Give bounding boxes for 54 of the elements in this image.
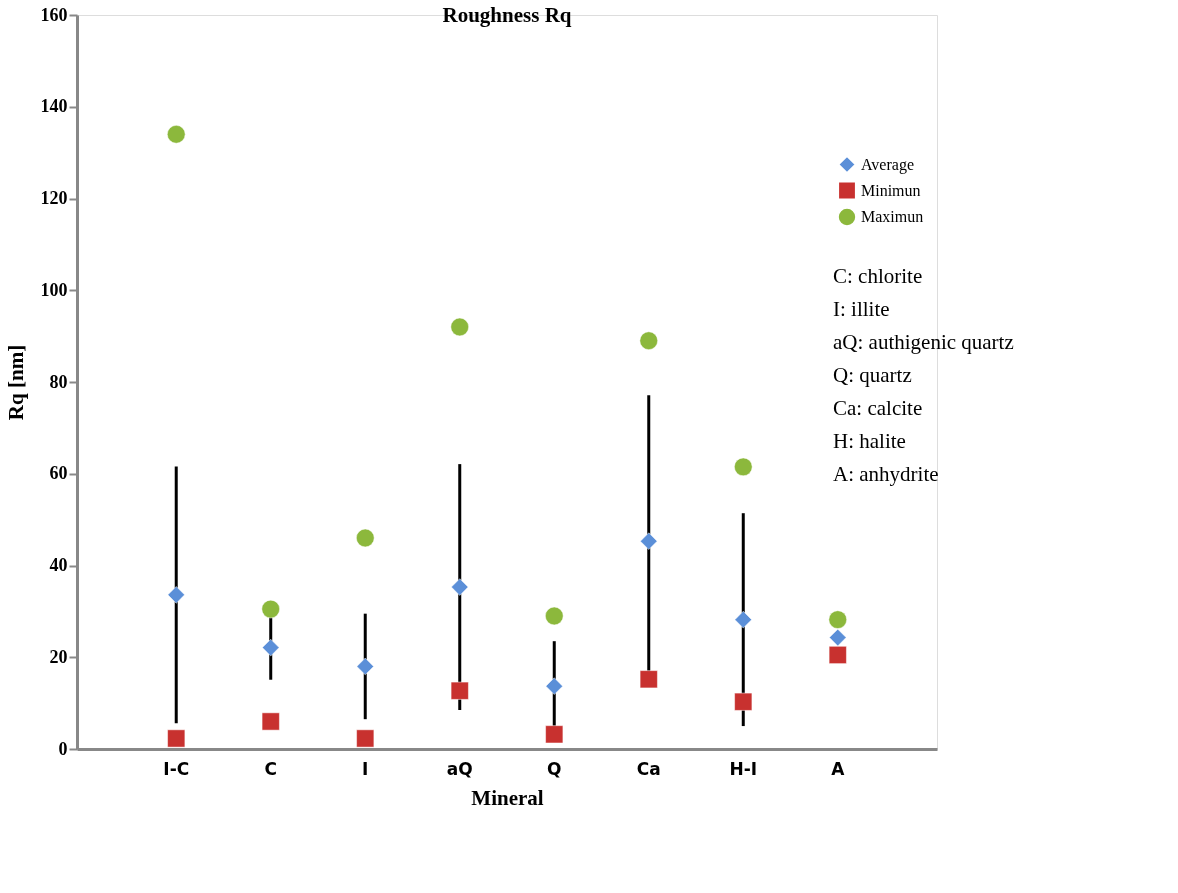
point — [734, 611, 752, 629]
point — [545, 606, 564, 626]
point — [261, 599, 280, 619]
point — [545, 677, 563, 695]
annotation: aQ: authigenic quartz — [833, 330, 1014, 354]
x-tick-label: H-I — [729, 758, 758, 779]
point — [639, 670, 658, 689]
legend-label: Minimun — [861, 181, 921, 199]
x-axis-title: Mineral — [471, 785, 544, 810]
chart-title: Roughness Rq — [442, 3, 572, 27]
point — [356, 528, 375, 548]
point — [734, 692, 753, 711]
y-tick-label: 80 — [49, 371, 68, 392]
annotation: Q: quartz — [833, 363, 912, 387]
point — [545, 725, 564, 744]
x-tick-label: Ca — [636, 758, 661, 779]
annotation: I: illite — [833, 297, 890, 321]
point — [829, 628, 847, 647]
legend-label: Average — [861, 155, 914, 174]
x-tick-label: I — [362, 758, 369, 779]
annotation: A: anhydrite — [833, 462, 939, 486]
annotation: Ca: calcite — [833, 396, 923, 420]
point — [356, 657, 374, 676]
y-tick-label: 120 — [40, 188, 68, 208]
point — [734, 457, 753, 477]
point — [450, 317, 469, 337]
y-tick-label: 20 — [49, 646, 68, 667]
point — [356, 729, 375, 748]
point — [828, 610, 847, 629]
y-tick-label: 160 — [40, 4, 68, 25]
annotation: H: halite — [833, 429, 906, 453]
point — [167, 586, 185, 604]
x-tick-label: Q — [547, 758, 562, 779]
x-tick-label: I-C — [163, 758, 190, 779]
annotation: C: chlorite — [833, 264, 923, 288]
x-tick-label: A — [831, 758, 846, 779]
y-tick-label: 40 — [49, 555, 68, 575]
legend-label: Maximun — [861, 208, 924, 225]
x-tick-label: C — [264, 758, 277, 779]
y-tick-label: 140 — [40, 96, 68, 117]
point — [639, 331, 658, 350]
y-tick-label: 100 — [40, 279, 68, 300]
point — [828, 646, 847, 664]
x-tick-label: aQ — [446, 758, 473, 779]
y-axis-title: Rq [nm] — [3, 344, 28, 421]
point — [167, 125, 186, 144]
point — [450, 681, 469, 700]
point — [261, 712, 280, 731]
point — [640, 532, 658, 550]
point — [451, 578, 469, 596]
y-tick-label: 60 — [49, 463, 68, 484]
point — [167, 729, 186, 748]
point — [262, 639, 280, 657]
y-tick-label: 0 — [58, 738, 68, 759]
